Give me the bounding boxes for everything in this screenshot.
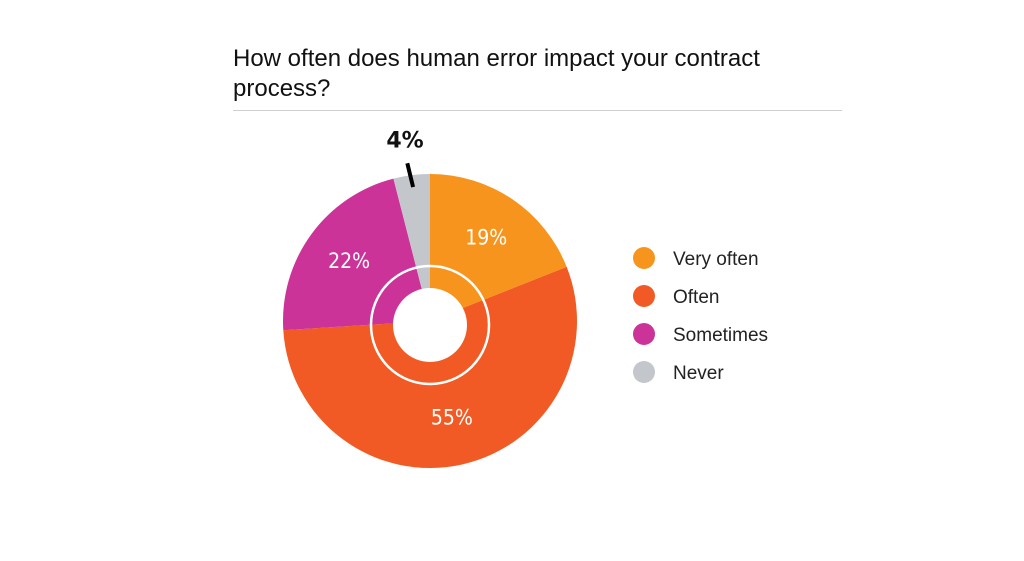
slice-often [283,266,577,469]
donut-hole [393,288,467,362]
chart-title: How often does human error impact your c… [233,45,760,102]
slice-label: 22% [328,249,370,273]
legend-marker [633,361,655,383]
legend-marker [633,323,655,345]
leader-line [405,162,416,188]
legend-label: Never [673,363,724,384]
slice-very-often [430,174,567,321]
legend-label: Often [673,287,719,308]
legend-marker [633,247,655,269]
legend-label: Very often [673,249,759,270]
slice-label: 55% [431,406,473,430]
slice-never [393,174,430,321]
slice-sometimes [283,178,430,331]
legend-label: Sometimes [673,325,768,346]
slice-label: 19% [465,225,507,249]
legend-marker [633,285,655,307]
slice-label: 4% [386,128,423,153]
title-divider [233,110,842,111]
inner-ring [369,264,491,386]
